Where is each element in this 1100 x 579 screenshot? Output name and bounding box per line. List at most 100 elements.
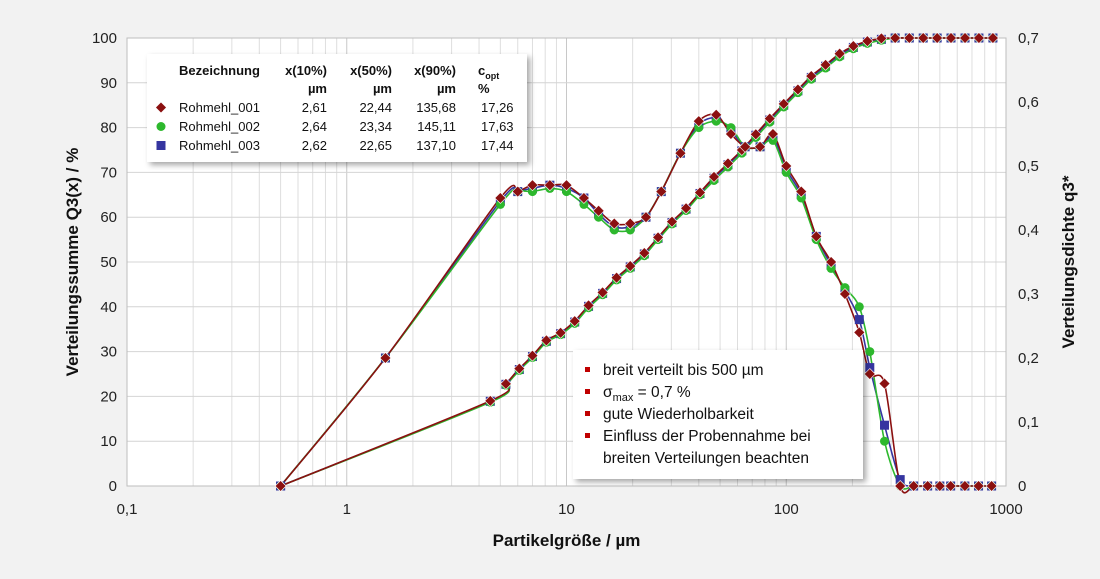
cumulative-point <box>610 271 623 284</box>
cumulative-point <box>945 32 957 44</box>
density-point <box>495 199 505 209</box>
legend-header-copt-unit: % <box>478 81 490 96</box>
cumulative-point <box>722 157 734 170</box>
legend-row-name: Rohmehl_002 <box>179 119 260 134</box>
density-point <box>958 480 971 492</box>
cumulative-point <box>791 83 804 96</box>
density-point <box>795 185 808 198</box>
density-point <box>810 230 823 243</box>
density-point <box>640 211 652 224</box>
density-point <box>972 480 985 492</box>
x-tick-label: 1 <box>343 501 351 518</box>
density-point <box>624 217 637 230</box>
density-point <box>592 204 605 217</box>
density-point <box>609 225 619 235</box>
cumulative-point <box>861 35 874 48</box>
annotation-background <box>573 350 863 479</box>
cumulative-point <box>526 349 539 362</box>
legend-header-x50-unit: µm <box>373 81 392 96</box>
density-point <box>826 263 836 273</box>
density-point <box>724 128 737 140</box>
density-point <box>739 140 752 153</box>
density-point <box>710 108 723 121</box>
cumulative-point <box>568 315 581 328</box>
y2-tick-label: 0,6 <box>1018 94 1039 111</box>
cumulative-point <box>694 186 706 199</box>
legend-row-copt: 17,44 <box>481 138 514 153</box>
density-point <box>577 192 590 204</box>
legend-row-x50: 22,65 <box>359 138 392 153</box>
y2-tick-label: 0,7 <box>1018 30 1039 47</box>
y-tick-label: 100 <box>92 30 117 47</box>
density-point <box>655 185 668 198</box>
legend-row-x50: 23,34 <box>359 119 392 134</box>
y-tick-label: 10 <box>100 433 117 450</box>
density-point <box>527 187 537 197</box>
y-tick-label: 40 <box>100 299 117 316</box>
density-point <box>880 436 890 446</box>
cumulative-point <box>749 128 762 141</box>
density-point <box>894 480 907 492</box>
density-point <box>780 160 793 172</box>
cumulative-point <box>875 32 888 45</box>
legend-row-x90: 145,11 <box>417 119 456 134</box>
annotation-bullet <box>585 367 590 372</box>
density-point <box>863 368 876 380</box>
x-axis-title: Partikelgröße / µm <box>493 531 641 550</box>
legend-header-x10: x(10%) <box>285 63 327 78</box>
legend-row-x90: 137,10 <box>416 138 456 153</box>
legend-marker <box>155 101 167 114</box>
density-point <box>854 315 864 325</box>
legend-row-copt: 17,26 <box>481 100 514 115</box>
density-point <box>880 420 890 430</box>
cumulative-point <box>666 215 678 228</box>
x-tick-label: 100 <box>774 501 799 518</box>
density-point <box>839 288 851 300</box>
density-point <box>754 140 766 153</box>
y-tick-label: 80 <box>100 120 117 137</box>
legend-header-x90: x(90%) <box>414 63 456 78</box>
annotation-bullet <box>585 433 590 438</box>
density-point <box>854 302 864 312</box>
legend-row-x50: 22,44 <box>359 100 392 115</box>
annotation-box: breit verteilt bis 500 µm σmax = 0,7 % gut… <box>573 350 863 479</box>
markers-Rohmehl_001 <box>274 32 999 492</box>
legend-box <box>147 54 527 162</box>
density-point <box>674 147 687 160</box>
cumulative-point <box>582 299 595 312</box>
legend-row-x10: 2,64 <box>302 119 327 134</box>
cumulative-point <box>652 231 664 244</box>
density-point <box>511 185 524 198</box>
cumulative-point <box>499 377 512 390</box>
density-point <box>579 199 589 209</box>
y-tick-label: 70 <box>100 164 117 181</box>
legend-table: Bezeichnung x(10%) µm x(50%) µm x(90%) µm copt%… <box>147 54 527 162</box>
legend-row-x10: 2,61 <box>302 100 327 115</box>
y-tick-label: 60 <box>100 209 117 226</box>
legend-marker <box>156 141 166 150</box>
density-point <box>921 480 934 492</box>
density-point <box>907 480 920 492</box>
density-point <box>767 128 779 140</box>
density-point <box>796 193 806 203</box>
y-tick-label: 90 <box>100 75 117 92</box>
legend-row-name: Rohmehl_003 <box>179 138 260 153</box>
cumulative-point <box>903 32 916 44</box>
annotation-line: breit verteilt bis 500 µm <box>603 362 764 379</box>
cumulative-point <box>805 70 818 83</box>
density-point <box>865 347 875 357</box>
density-point <box>625 225 635 235</box>
density-point <box>562 187 571 197</box>
annotation-line: Einfluss der Probennahme bei <box>603 428 811 445</box>
cumulative-point <box>484 394 497 407</box>
density-point <box>726 123 736 133</box>
density-point <box>933 480 946 492</box>
cumulative-point <box>680 202 692 215</box>
x-tick-label: 1000 <box>989 501 1022 518</box>
density-point <box>944 480 957 492</box>
density-point <box>895 475 905 485</box>
y-tick-label: 50 <box>100 254 117 271</box>
y2-tick-label: 0 <box>1018 478 1026 495</box>
cumulative-point <box>624 260 637 272</box>
